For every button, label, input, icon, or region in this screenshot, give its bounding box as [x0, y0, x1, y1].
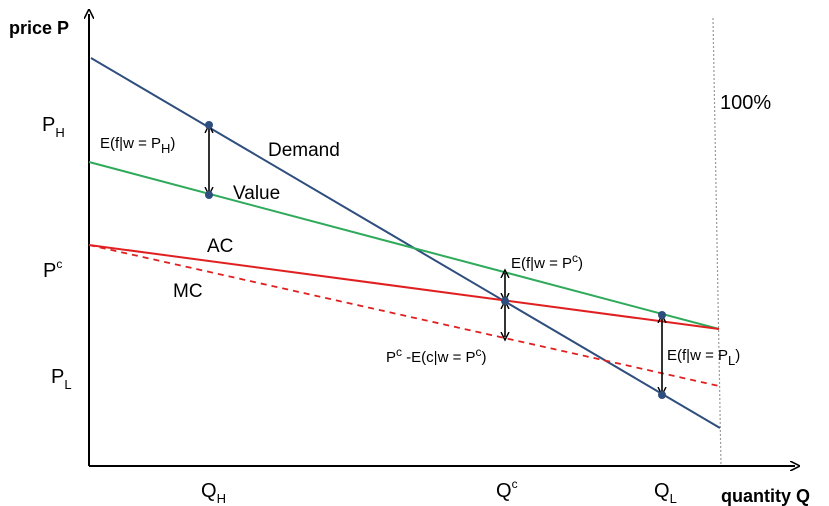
demand-curve [90, 57, 721, 429]
point-demand-high [205, 121, 213, 129]
x-tick-ql: QL [654, 480, 677, 506]
full-coverage-line [712, 17, 722, 467]
point-equilibrium [501, 297, 509, 305]
annotation-e-f-pl: E(f|w = PL) [667, 347, 740, 368]
y-tick-ph: PH [42, 114, 65, 140]
x-tick-qc: Qc [496, 477, 518, 502]
ac-label: AC [207, 236, 233, 257]
mc-label: MC [173, 281, 203, 302]
point-demand-low [658, 391, 666, 399]
ac-curve [88, 244, 720, 330]
annotation-e-f-ph: E(f|w = PH) [100, 135, 175, 156]
y-tick-pl: PL [51, 366, 72, 392]
value-label: Value [233, 183, 280, 204]
y-tick-pc: Pc [43, 257, 62, 282]
annotation-e-f-pc: E(f|w = Pc) [511, 251, 583, 272]
x-tick-qh: QH [201, 480, 226, 506]
annotation-pc-minus-ec: Pc -E(c|w = Pc) [386, 345, 487, 366]
full-coverage-label: 100% [720, 92, 771, 114]
value-curve [88, 161, 720, 330]
x-axis-title: quantity Q [721, 486, 810, 506]
mc-curve [88, 244, 720, 387]
demand-label: Demand [268, 140, 340, 161]
point-value-high [205, 191, 213, 199]
y-axis-title: price P [9, 18, 69, 38]
point-value-low [658, 311, 666, 319]
